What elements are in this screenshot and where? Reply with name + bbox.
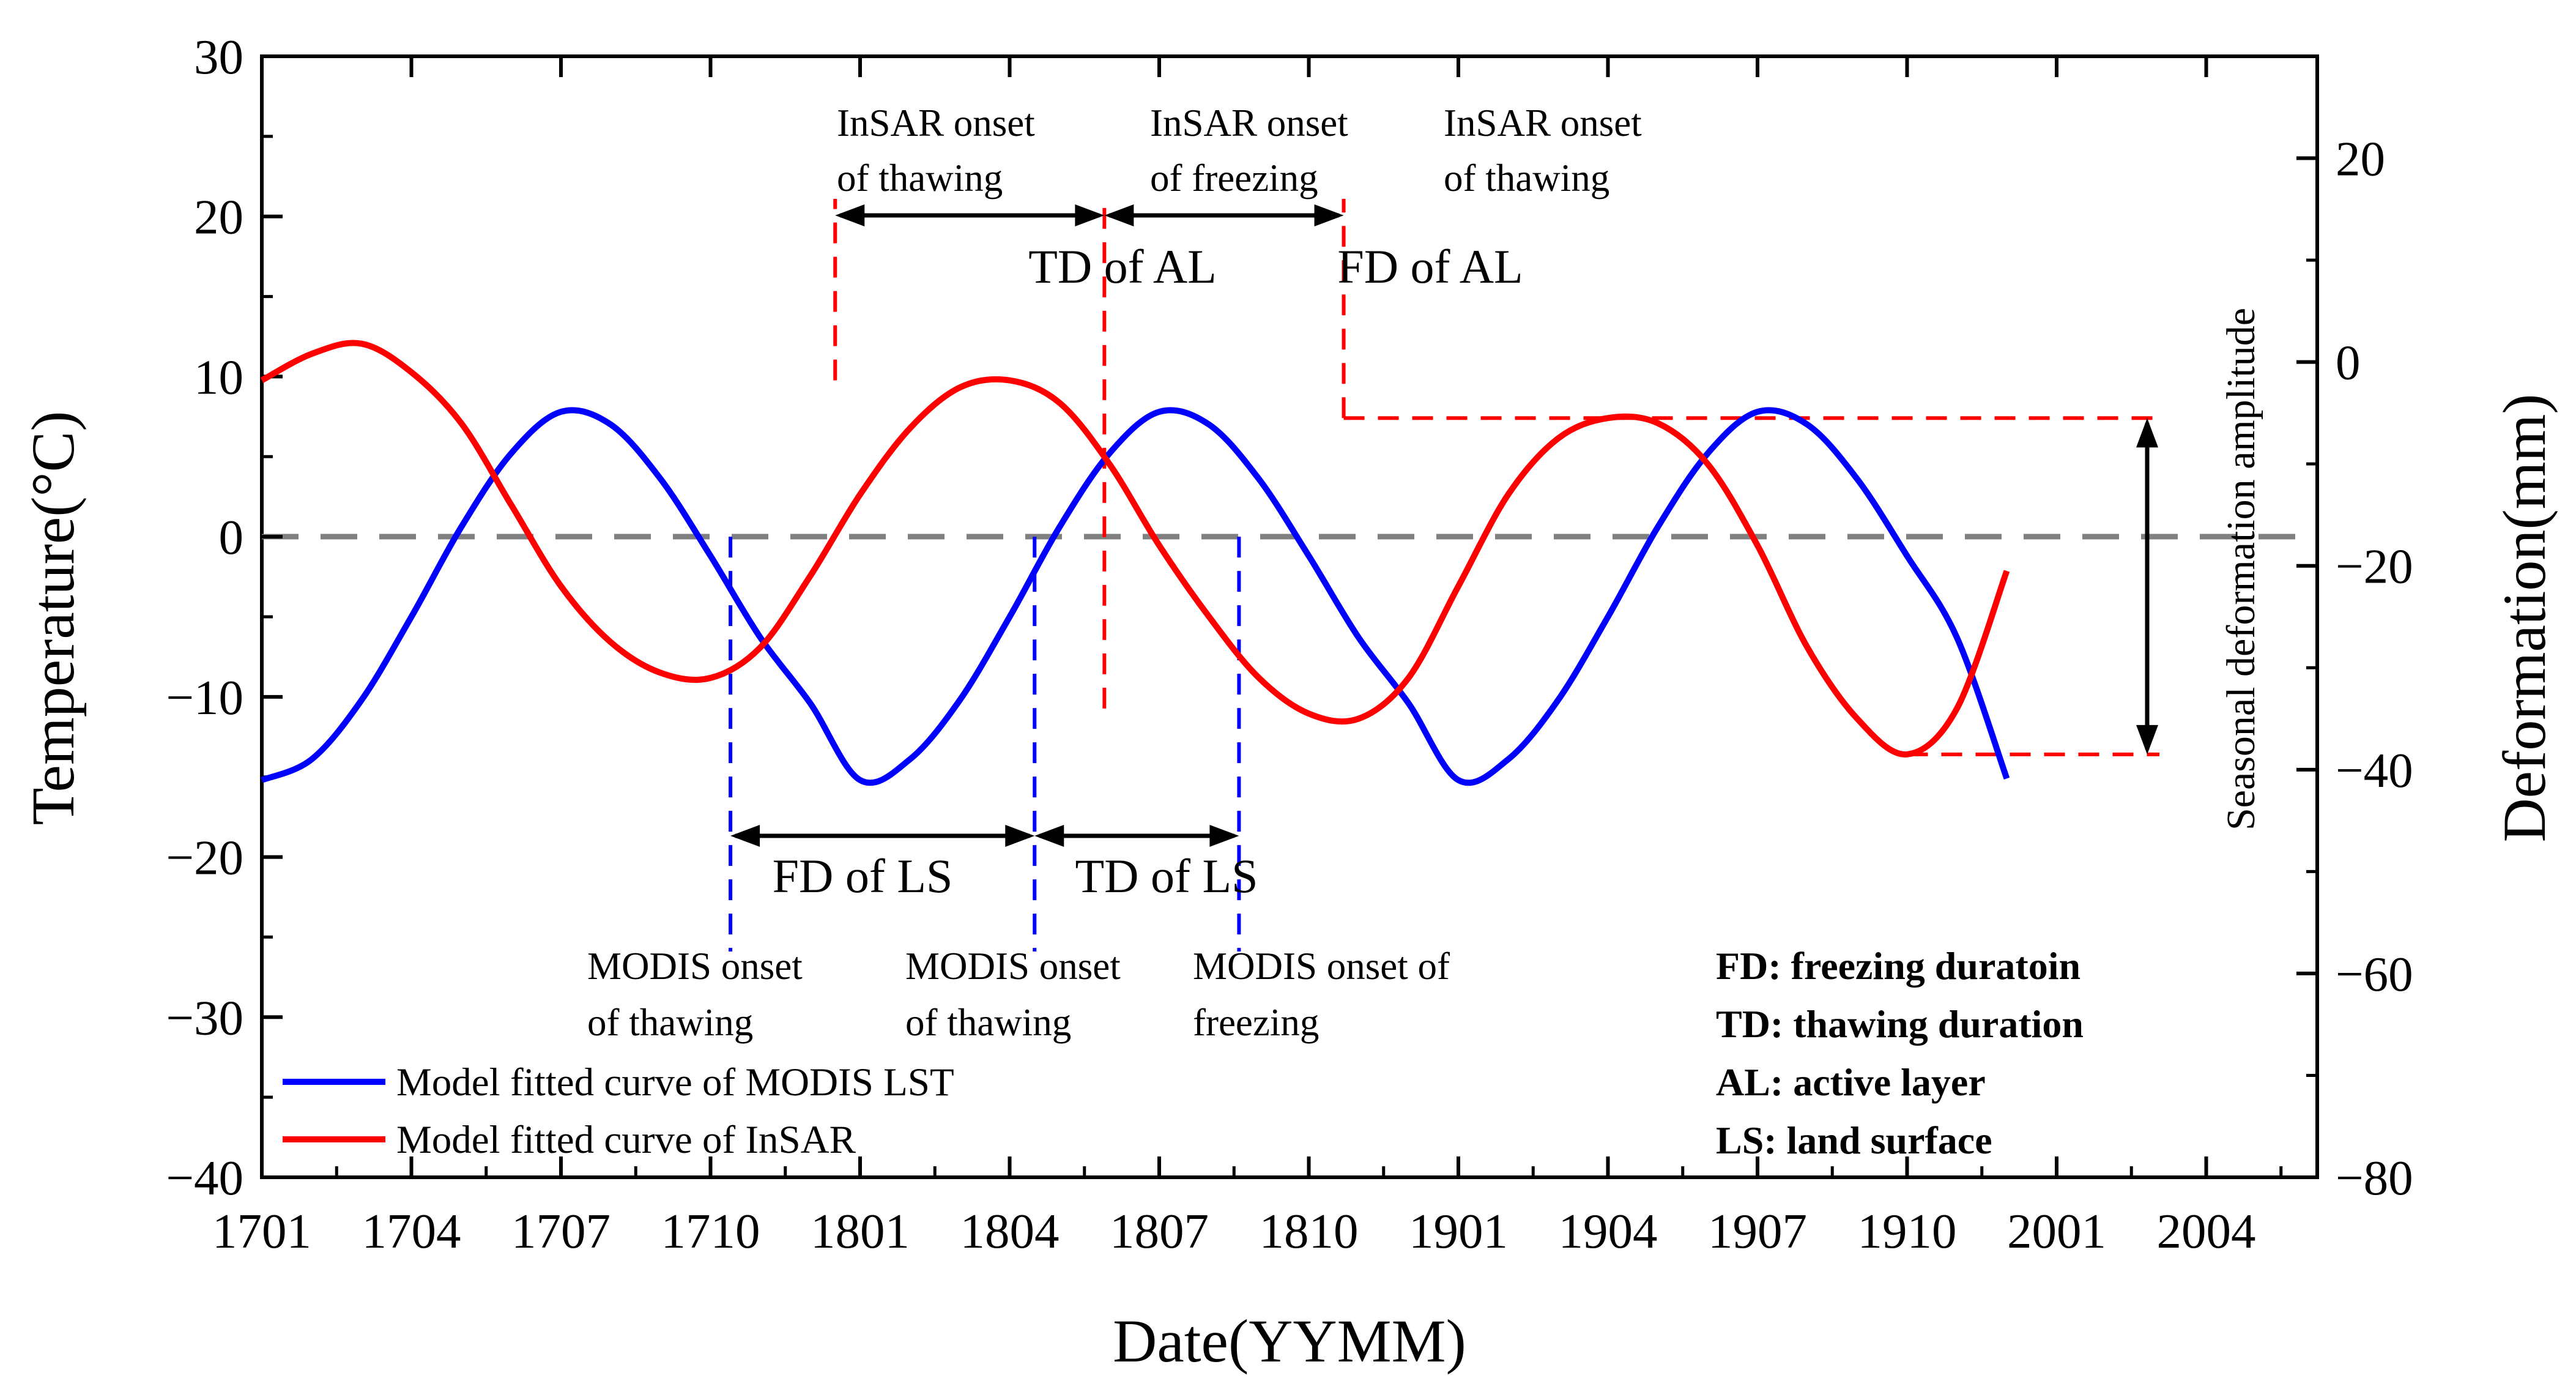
x-tick-label: 1807: [1110, 1204, 1209, 1259]
abbr-td: TD: thawing duration: [1716, 1002, 2084, 1046]
x-tick-label: 1707: [511, 1204, 611, 1259]
x-tick-label: 1701: [212, 1204, 311, 1259]
y-right-tick-label: 0: [2336, 335, 2361, 390]
arrow-td-al-head-left: [835, 204, 865, 226]
insar-label-2-line1: InSAR onset: [1150, 102, 1348, 144]
duration-fd-ls: FD of LS: [773, 849, 953, 903]
legend-label-insar: Model fitted curve of InSAR: [396, 1118, 856, 1162]
x-tick-label: 1801: [811, 1204, 910, 1259]
y-right-tick-label: −20: [2336, 539, 2413, 594]
arrow-fd-ls-head-left: [730, 825, 760, 847]
y-right-tick-label: −40: [2336, 743, 2413, 798]
y-left-tick-label: −20: [166, 830, 243, 885]
series-group: [260, 340, 2010, 786]
x-tick-label: 2001: [2007, 1204, 2106, 1259]
abbr-fd: FD: freezing duratoin: [1716, 944, 2080, 988]
x-tick-label: 1910: [1858, 1204, 1957, 1259]
arrow-fd-al-head-left: [1104, 204, 1134, 226]
x-tick-label: 1907: [1708, 1204, 1807, 1259]
legend-label-modis: Model fitted curve of MODIS LST: [396, 1060, 954, 1104]
series-line-modis: [261, 407, 2010, 786]
insar-label-3-line1: InSAR onset: [1444, 102, 1642, 144]
modis-label-3-line2: freezing: [1193, 1001, 1319, 1044]
y-axis-right-title: Deformation(mm): [2490, 393, 2558, 842]
x-tick-label: 1804: [960, 1204, 1060, 1259]
y-left-tick-label: −40: [166, 1150, 243, 1205]
duration-fd-al: FD of AL: [1337, 240, 1523, 293]
y-right-tick-label: 20: [2336, 132, 2385, 187]
x-axis-title: Date(YYMM): [1113, 1307, 1466, 1375]
x-tick-label: 2004: [2157, 1204, 2256, 1259]
insar-label-3-line2: of thawing: [1444, 157, 1609, 199]
insar-label-1-line1: InSAR onset: [837, 102, 1035, 144]
amplitude-label: Seasonal deformation amplitude: [2219, 308, 2263, 830]
modis-label-1-line1: MODIS onset: [587, 945, 803, 988]
arrow-td-al-head-right: [1075, 204, 1105, 226]
y-left-tick-label: 10: [194, 349, 243, 404]
y-right-tick-label: −60: [2336, 947, 2413, 1002]
duration-td-al: TD of AL: [1028, 240, 1217, 293]
duration-td-ls: TD of LS: [1075, 849, 1258, 903]
arrow-amplitude-head-top: [2136, 418, 2158, 448]
arrow-td-ls-head-right: [1209, 825, 1239, 847]
duration-arrows: [730, 204, 2158, 847]
x-tick-label: 1904: [1559, 1204, 1658, 1259]
y-left-tick-label: 30: [194, 29, 243, 84]
arrow-fd-ls-head-right: [1005, 825, 1035, 847]
insar-label-1-line2: of thawing: [837, 157, 1003, 199]
guide-lines: [729, 199, 2159, 951]
modis-label-2-line1: MODIS onset: [905, 945, 1121, 988]
modis-label-3-line1: MODIS onset of: [1193, 945, 1450, 988]
x-tick-label: 1704: [362, 1204, 461, 1259]
y-axis-left-title: Temperature(°C): [19, 411, 87, 825]
abbr-ls: LS: land surface: [1716, 1119, 1992, 1162]
arrow-fd-al-head-right: [1314, 204, 1344, 226]
legend: Model fitted curve of MODIS LST Model fi…: [283, 1060, 954, 1162]
y-left-tick-label: −30: [166, 990, 243, 1045]
y-left-tick-label: 20: [194, 190, 243, 245]
arrow-amplitude-head-bottom: [2136, 724, 2158, 754]
arrow-td-ls-head-left: [1034, 825, 1064, 847]
tick-labels: 1701 1704 1707 1710 1801 1804 1807 1810 1901 1904…: [166, 29, 2413, 1259]
x-tick-label: 1901: [1409, 1204, 1508, 1259]
y-left-tick-label: −10: [166, 670, 243, 725]
y-left-tick-label: 0: [219, 510, 244, 565]
series-line-insar: [260, 340, 2010, 758]
axis-ticks: [260, 54, 2317, 1179]
x-tick-label: 1710: [661, 1204, 760, 1259]
insar-label-2-line2: of freezing: [1150, 157, 1318, 199]
x-tick-label: 1810: [1260, 1204, 1359, 1259]
modis-label-2-line2: of thawing: [905, 1001, 1071, 1044]
abbr-al: AL: active layer: [1716, 1060, 1986, 1104]
y-right-tick-label: −80: [2336, 1150, 2413, 1205]
modis-label-1-line2: of thawing: [587, 1001, 753, 1044]
